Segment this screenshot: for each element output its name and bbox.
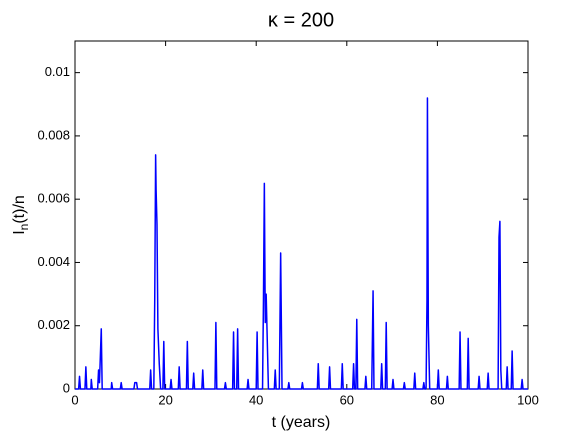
x-tick-label: 60 bbox=[340, 392, 354, 407]
x-tick-label: 0 bbox=[71, 392, 78, 407]
x-tick-label: 20 bbox=[158, 392, 172, 407]
x-axis-label: t (years) bbox=[272, 414, 331, 431]
y-tick-label: 0.004 bbox=[37, 254, 70, 269]
y-label-rest: (t)/n bbox=[11, 195, 28, 223]
y-tick-label: 0.002 bbox=[37, 317, 70, 332]
y-label-main: I bbox=[11, 230, 28, 234]
y-tick-label: 0.01 bbox=[45, 64, 70, 79]
x-tick-label: 80 bbox=[430, 392, 444, 407]
y-axis-label: In(t)/n bbox=[11, 195, 31, 235]
y-tick-label: 0.006 bbox=[37, 191, 70, 206]
chart-title: κ = 200 bbox=[268, 9, 334, 31]
y-label-sub: n bbox=[17, 224, 31, 231]
x-tick-label: 100 bbox=[517, 392, 539, 407]
x-tick-label: 40 bbox=[249, 392, 263, 407]
y-tick-label: 0 bbox=[63, 380, 70, 395]
y-tick-label: 0.008 bbox=[37, 127, 70, 142]
data-line bbox=[75, 97, 528, 390]
